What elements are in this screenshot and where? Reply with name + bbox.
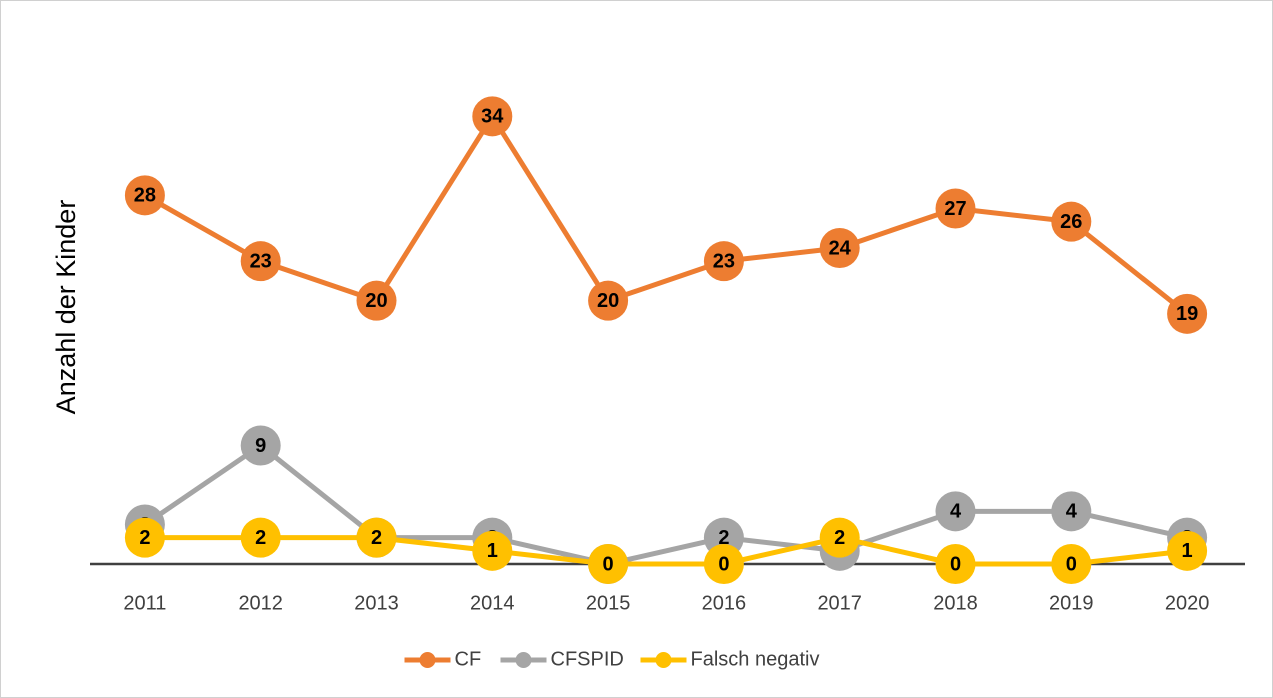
data-label: 1 bbox=[487, 540, 498, 562]
data-label: 26 bbox=[1060, 211, 1082, 233]
x-tick-label: 2013 bbox=[354, 592, 399, 614]
data-point bbox=[124, 175, 165, 216]
data-point bbox=[588, 544, 629, 584]
data-point bbox=[819, 517, 860, 558]
data-label: 9 bbox=[255, 435, 266, 457]
legend-label: Falsch negativ bbox=[691, 648, 820, 670]
data-point bbox=[1051, 201, 1092, 242]
series-line bbox=[144, 535, 1188, 567]
data-point bbox=[240, 517, 281, 558]
data-point bbox=[356, 280, 397, 321]
data-point bbox=[703, 241, 744, 282]
data-label: 0 bbox=[718, 553, 729, 575]
data-label: 2 bbox=[834, 527, 845, 549]
series-line bbox=[143, 113, 1189, 316]
legend-marker bbox=[515, 652, 532, 668]
data-point bbox=[935, 188, 976, 229]
x-tick-label: 2017 bbox=[817, 592, 862, 614]
data-point bbox=[240, 425, 281, 466]
data-point bbox=[472, 96, 513, 137]
data-point bbox=[124, 517, 165, 558]
legend-label: CF bbox=[455, 648, 482, 670]
x-tick-label: 2019 bbox=[1049, 592, 1094, 614]
data-point bbox=[1051, 491, 1092, 532]
series-line bbox=[143, 443, 1188, 567]
legend-label: CFSPID bbox=[551, 648, 624, 670]
x-tick-label: 2016 bbox=[702, 592, 747, 614]
data-label: 24 bbox=[829, 237, 852, 259]
x-tick-label: 2020 bbox=[1165, 592, 1210, 614]
data-point bbox=[1051, 544, 1092, 584]
data-point bbox=[240, 241, 281, 282]
data-label: 1 bbox=[1182, 540, 1193, 562]
data-label: 23 bbox=[713, 250, 735, 272]
data-label: 23 bbox=[250, 250, 272, 272]
data-label: 0 bbox=[603, 553, 614, 575]
x-tick-label: 2011 bbox=[123, 592, 166, 614]
x-tick-label: 2018 bbox=[933, 592, 978, 614]
data-point bbox=[1167, 293, 1208, 334]
data-label: 19 bbox=[1176, 303, 1198, 325]
data-label: 2 bbox=[139, 527, 150, 549]
data-label: 27 bbox=[944, 198, 966, 220]
data-point bbox=[588, 280, 629, 321]
legend-marker bbox=[419, 652, 436, 668]
data-label: 20 bbox=[597, 290, 619, 312]
data-point bbox=[935, 544, 976, 584]
data-label: 4 bbox=[950, 501, 962, 523]
data-label: 34 bbox=[481, 106, 504, 128]
x-tick-label: 2015 bbox=[586, 592, 631, 614]
data-point bbox=[356, 517, 397, 558]
x-tick-label: 2014 bbox=[470, 592, 515, 614]
data-label: 2 bbox=[255, 527, 266, 549]
data-point bbox=[472, 530, 513, 571]
x-tick-label: 2012 bbox=[238, 592, 283, 614]
legend-marker bbox=[655, 652, 672, 668]
data-label: 2 bbox=[371, 527, 382, 549]
y-axis-label: Anzahl der Kinder bbox=[51, 200, 81, 415]
data-point bbox=[1167, 530, 1208, 571]
data-label: 4 bbox=[1066, 501, 1078, 523]
data-label: 28 bbox=[134, 185, 156, 207]
data-label: 20 bbox=[365, 290, 387, 312]
data-point bbox=[935, 491, 976, 532]
data-label: 0 bbox=[1066, 553, 1077, 575]
data-label: 2 bbox=[718, 527, 729, 549]
data-label: 0 bbox=[950, 553, 961, 575]
data-point bbox=[819, 228, 860, 268]
data-point bbox=[703, 544, 744, 584]
